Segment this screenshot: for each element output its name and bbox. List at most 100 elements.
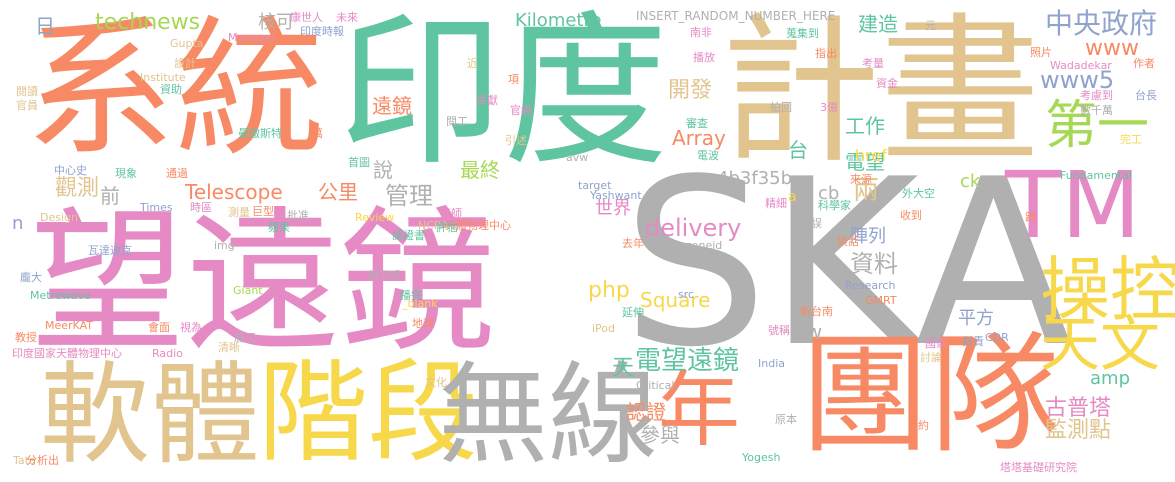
cloud-word: 萬 — [312, 127, 323, 140]
cloud-word: 播放 — [693, 51, 715, 64]
cloud-word: 電望遠鏡 — [635, 346, 740, 376]
cloud-word: 天 — [612, 356, 635, 381]
cloud-word: 平方 — [958, 308, 994, 329]
cloud-word: Fundamental — [1060, 169, 1132, 182]
cloud-word: 測量 — [228, 206, 250, 219]
cloud-word: iPod — [592, 322, 616, 335]
cloud-word: 天文 — [1040, 310, 1160, 380]
cloud-word: 計畫 — [720, 0, 1041, 185]
cloud-word: 印度國家天體物理中心 — [12, 347, 122, 360]
cloud-word: Yogesh — [742, 451, 781, 464]
cloud-word: 清晰 — [218, 341, 240, 354]
cloud-word: tw — [798, 320, 823, 344]
cloud-word: 管理 — [385, 182, 433, 210]
cloud-word: 外大空 — [902, 187, 935, 200]
cloud-word: India — [758, 357, 785, 370]
cloud-word: Radio — [152, 347, 183, 360]
cloud-word: ck — [960, 171, 981, 192]
cloud-word: Research — [845, 279, 896, 292]
cloud-word: 操控 — [1040, 249, 1175, 331]
cloud-word: target — [578, 179, 612, 192]
cloud-word: 官網 — [510, 104, 532, 117]
cloud-word: 瓦達迪克 — [88, 244, 132, 257]
cloud-word: 陣列 — [850, 226, 886, 247]
cloud-word: 南非 — [690, 26, 712, 39]
cloud-word: technews — [95, 10, 201, 35]
cloud-word: 世界 — [595, 198, 631, 219]
cloud-word: 銀河系 — [368, 269, 401, 282]
cloud-word: 視為 — [180, 321, 202, 334]
cloud-word: 建造 — [858, 12, 898, 36]
cloud-word: 巨型 — [252, 205, 274, 218]
cloud-word: href — [855, 146, 887, 165]
cloud-word: delivery — [645, 214, 742, 242]
cloud-word: 跨 — [1025, 211, 1036, 224]
cloud-word: 無線 — [438, 351, 658, 479]
cloud-word: 開發 — [668, 78, 713, 103]
cloud-word: Institute — [140, 71, 186, 84]
cloud-word: 古普塔 — [1045, 396, 1112, 421]
cloud-word: 評估 — [436, 221, 458, 234]
cloud-word: 元 — [925, 19, 936, 32]
cloud-word: 工作 — [845, 114, 885, 138]
cloud-word: Times — [140, 201, 173, 214]
cloud-word: Telescope — [185, 180, 283, 204]
cloud-word: src — [678, 288, 695, 301]
cloud-word: 近 — [467, 57, 478, 70]
cloud-word: 官員 — [16, 99, 38, 112]
cloud-word: 電波 — [697, 149, 719, 162]
cloud-word: 會面 — [148, 321, 170, 334]
cloud-word: 資深 — [680, 249, 702, 262]
cloud-word: 設計 — [174, 57, 196, 70]
cloud-word: 日 — [35, 14, 55, 38]
cloud-word: 監測點 — [1045, 418, 1112, 443]
cloud-word: 資料 — [850, 250, 898, 278]
cloud-word: Tata — [13, 454, 36, 467]
cloud-word: 第一 — [1045, 96, 1150, 156]
cloud-word: 團隊 — [800, 319, 1061, 471]
cloud-word: 通過 — [166, 167, 188, 180]
cloud-word: GMRT — [865, 294, 897, 307]
cloud-word: 討論 — [920, 351, 942, 364]
cloud-word: n — [12, 213, 24, 234]
cloud-word: 批准 — [287, 209, 309, 222]
cloud-word: INSERT_RANDOM_NUMBER_HERE — [636, 9, 836, 23]
cloud-word: 來源 — [850, 173, 872, 186]
cloud-word: 認證 — [626, 400, 666, 424]
cloud-word: 認證書 — [392, 229, 425, 242]
cloud-word: 龐大 — [20, 271, 42, 284]
cloud-word: cb — [818, 183, 840, 204]
cloud-word: 印度時報 — [300, 25, 344, 38]
cloud-word: 康世人 — [290, 11, 323, 24]
cloud-word: 約 — [918, 419, 929, 432]
cloud-word: 中心史 — [54, 164, 87, 177]
cloud-word: 天體物理中心 — [445, 219, 511, 232]
cloud-word: Review — [355, 211, 395, 224]
cloud-word: 蘋果 — [268, 221, 290, 234]
cloud-word: 階段 — [258, 349, 478, 477]
cloud-word: 說 — [373, 158, 393, 182]
cloud-word: amp — [1090, 368, 1130, 389]
cloud-word: 貢獻 — [476, 94, 498, 107]
cloud-word: Array — [672, 126, 726, 150]
cloud-word: 未來 — [336, 11, 358, 24]
cloud-word: 時區 — [190, 201, 212, 214]
cloud-word: 3億 — [820, 101, 838, 114]
cloud-word: Design — [40, 211, 78, 224]
cloud-word: 德 — [728, 261, 739, 274]
cloud-word: 前 — [100, 184, 120, 208]
cloud-word: 考量 — [862, 57, 884, 70]
cloud-word: _blank — [402, 297, 438, 310]
cloud-word: TM — [1005, 152, 1141, 259]
cloud-word: 指出 — [815, 47, 837, 60]
cloud-word: Kilometre — [515, 10, 602, 31]
cloud-word: 原本 — [775, 413, 797, 426]
cloud-word: 最終 — [460, 158, 500, 182]
cloud-word: 閱工 — [446, 115, 468, 128]
cloud-word: 資金 — [876, 77, 898, 90]
cloud-word: 觀測 — [55, 176, 100, 201]
cloud-word: 年 — [658, 363, 741, 458]
cloud-word: 拍回 — [770, 101, 792, 114]
cloud-word: Metrewave — [30, 289, 91, 302]
cloud-word: 蒐集到 — [786, 27, 819, 40]
